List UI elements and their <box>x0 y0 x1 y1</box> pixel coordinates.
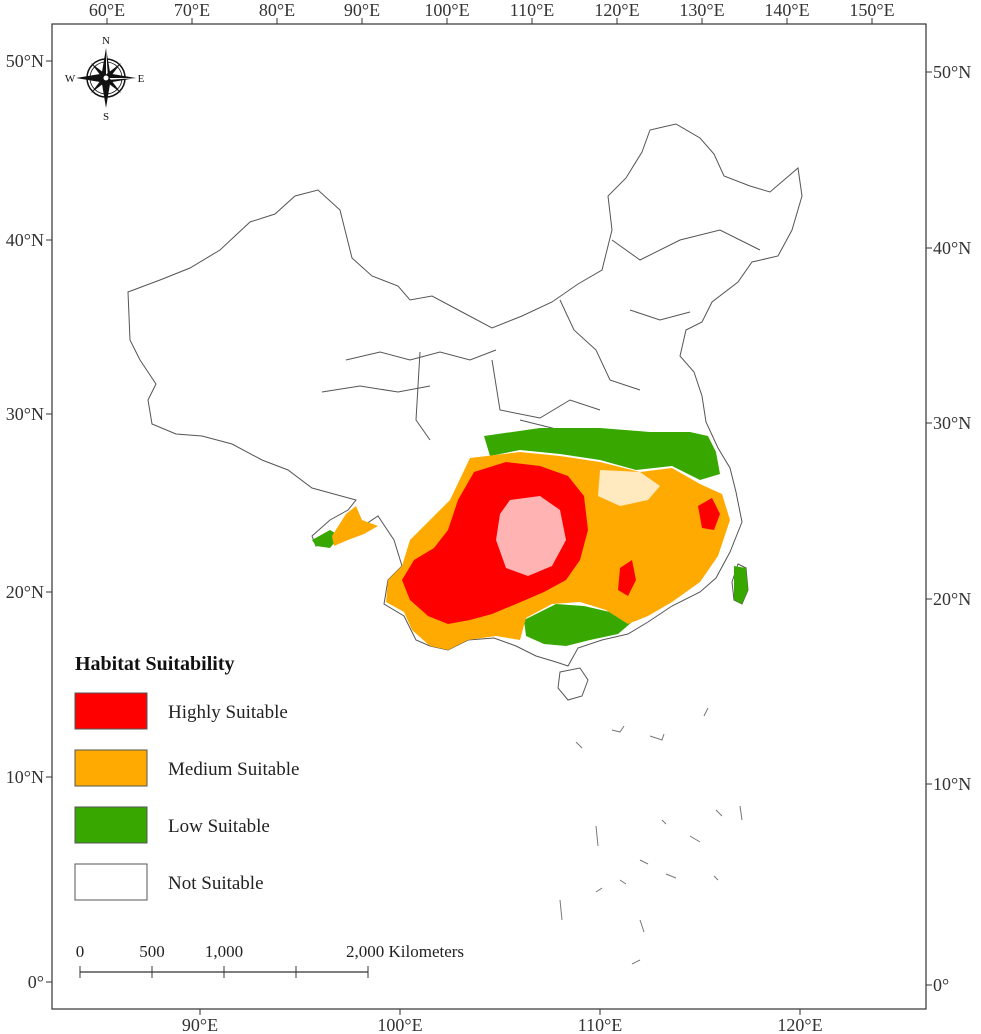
bottom-tick-label: 110°E <box>578 1015 623 1034</box>
right-tick-label: 10°N <box>933 774 971 794</box>
legend-swatch-medium-suitable <box>74 749 148 787</box>
scale-label-500: 500 <box>139 942 165 961</box>
top-tick-label: 60°E <box>89 0 125 20</box>
scale-label-1000: 1,000 <box>205 942 243 961</box>
legend-swatch-highly-suitable <box>74 692 148 730</box>
highly-suitable-zone <box>618 560 636 596</box>
legend-label-not-suitable: Not Suitable <box>168 873 264 894</box>
right-tick-label: 50°N <box>933 62 971 82</box>
legend-title: Habitat Suitability <box>75 653 234 675</box>
top-tick-label: 100°E <box>424 0 469 20</box>
right-tick-label: 40°N <box>933 238 971 258</box>
compass-west: W <box>65 73 76 85</box>
top-tick-label: 130°E <box>679 0 724 20</box>
top-tick-label: 70°E <box>174 0 210 20</box>
left-tick-label: 10°N <box>6 767 44 787</box>
left-tick-label: 20°N <box>6 582 44 602</box>
suitability-zones <box>312 428 748 650</box>
right-tick-label: 0° <box>933 975 949 995</box>
low-suitable-zone <box>524 604 632 646</box>
top-axis: 60°E 70°E 80°E 90°E 100°E 110°E 120°E 13… <box>89 0 895 24</box>
top-tick-label: 150°E <box>849 0 894 20</box>
bottom-tick-label: 90°E <box>182 1015 218 1034</box>
low-suitable-zone <box>734 566 748 604</box>
not-suitable-patch <box>496 496 566 576</box>
compass-east: E <box>138 73 145 85</box>
not-suitable-patch <box>598 470 660 506</box>
compass-south: S <box>103 111 109 123</box>
legend-label-low-suitable: Low Suitable <box>168 816 270 837</box>
legend-label-medium-suitable: Medium Suitable <box>168 759 299 780</box>
legend-swatch-low-suitable <box>74 806 148 844</box>
scale-label-2000: 2,000 Kilometers <box>346 942 464 961</box>
top-tick-label: 140°E <box>764 0 809 20</box>
left-tick-label: 0° <box>28 972 44 992</box>
top-tick-label: 80°E <box>259 0 295 20</box>
legend-label-highly-suitable: Highly Suitable <box>168 702 288 723</box>
left-tick-label: 30°N <box>6 404 44 424</box>
scale-label-0: 0 <box>76 942 85 961</box>
left-axis: 50°N 40°N 30°N 20°N 10°N 0° <box>6 51 52 992</box>
medium-suitable-zone <box>332 506 378 546</box>
right-tick-label: 30°N <box>933 413 971 433</box>
north-arrow-icon: N S E W <box>65 35 145 123</box>
bottom-axis: 90°E 100°E 110°E 120°E <box>182 1009 823 1034</box>
compass-north: N <box>102 35 110 47</box>
left-tick-label: 50°N <box>6 51 44 71</box>
right-axis: 50°N 40°N 30°N 20°N 10°N 0° <box>926 62 971 995</box>
highly-suitable-zone <box>698 498 720 530</box>
top-tick-label: 110°E <box>510 0 555 20</box>
low-suitable-zone <box>484 428 720 480</box>
left-tick-label: 40°N <box>6 230 44 250</box>
right-tick-label: 20°N <box>933 589 971 609</box>
bottom-tick-label: 120°E <box>777 1015 822 1034</box>
legend: Habitat Suitability Highly Suitable Medi… <box>74 653 299 901</box>
top-tick-label: 90°E <box>344 0 380 20</box>
bottom-tick-label: 100°E <box>377 1015 422 1034</box>
top-tick-label: 120°E <box>594 0 639 20</box>
legend-swatch-not-suitable <box>74 863 148 901</box>
scale-bar: 0 500 1,000 2,000 Kilometers <box>76 942 464 978</box>
